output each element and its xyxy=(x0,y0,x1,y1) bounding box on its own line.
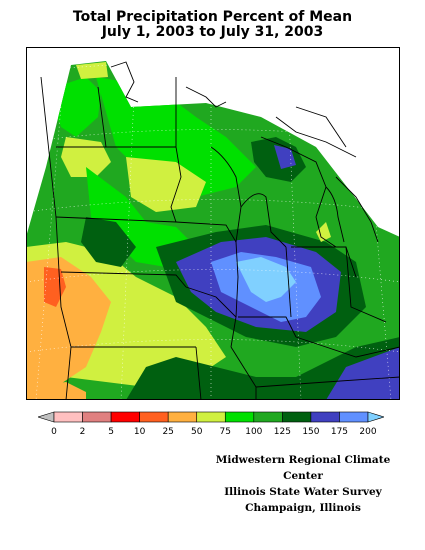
field-southeast-175-200 xyxy=(326,347,400,400)
field-east-100-125 xyxy=(366,287,400,337)
legend-swatch xyxy=(110,411,140,423)
legend-swatch xyxy=(253,411,283,423)
map-svg xyxy=(26,47,400,400)
field-central-200-plus xyxy=(236,257,296,302)
legend-swatch xyxy=(82,411,112,423)
legend-tick-label: 2 xyxy=(80,427,86,437)
legend-swatch xyxy=(282,411,312,423)
field-south-150-175 xyxy=(126,337,400,400)
legend-tick-label: 175 xyxy=(331,427,348,437)
legend-swatch xyxy=(339,411,369,423)
field-nw-75-100 xyxy=(54,77,101,137)
legend-swatch-high-arrow xyxy=(367,411,386,423)
legend-swatch-low-arrow xyxy=(36,411,55,423)
credit-line-3: Champaign, Illinois xyxy=(245,502,361,514)
title-line-1: Total Precipitation Percent of Mean xyxy=(72,9,353,25)
field-southwest-corner-25-50 xyxy=(26,382,86,400)
legend-tick-label: 150 xyxy=(302,427,319,437)
credit-line-1: Midwestern Regional Climate Center xyxy=(215,454,391,482)
legend-tick-label: 0 xyxy=(51,427,57,437)
legend-tick-label: 10 xyxy=(134,427,146,437)
map-frame xyxy=(26,47,400,400)
legend-swatch xyxy=(167,411,198,423)
legend-swatch xyxy=(196,411,226,423)
field-north-50-75 xyxy=(126,157,206,212)
lat-lon-grid xyxy=(26,47,400,400)
color-legend: 0 2 5 10 25 50 75 100 125 150 175 200 xyxy=(36,410,386,440)
legend-swatch xyxy=(139,411,169,423)
legend-tick-label: 5 xyxy=(108,427,114,437)
state-boundaries xyxy=(40,61,400,400)
legend-tick-label: 125 xyxy=(274,427,291,437)
field-west-150-175 xyxy=(81,217,136,267)
field-mi-thumb-50-75 xyxy=(316,222,331,242)
field-far-north-50-75 xyxy=(76,62,108,79)
legend-tick-label: 75 xyxy=(220,427,231,437)
legend-tick-label: 200 xyxy=(359,427,376,437)
legend-tick-label: 25 xyxy=(162,427,173,437)
field-central-75-100 xyxy=(86,167,196,267)
credits: Midwestern Regional Climate Center Illin… xyxy=(196,452,410,516)
legend-swatch xyxy=(53,411,83,423)
title-line-2: July 1, 2003 to July 31, 2003 xyxy=(101,24,324,40)
legend-swatch xyxy=(224,411,255,423)
credit-line-2: Illinois State Water Survey xyxy=(224,486,382,498)
precipitation-map xyxy=(26,47,400,400)
legend-swatch xyxy=(310,411,340,423)
legend-tick-label: 100 xyxy=(245,427,262,437)
legend-tick-label: 50 xyxy=(191,427,203,437)
map-title: Total Precipitation Percent of Mean July… xyxy=(0,10,425,40)
legend-svg: 0 2 5 10 25 50 75 100 125 150 175 200 xyxy=(36,411,386,437)
